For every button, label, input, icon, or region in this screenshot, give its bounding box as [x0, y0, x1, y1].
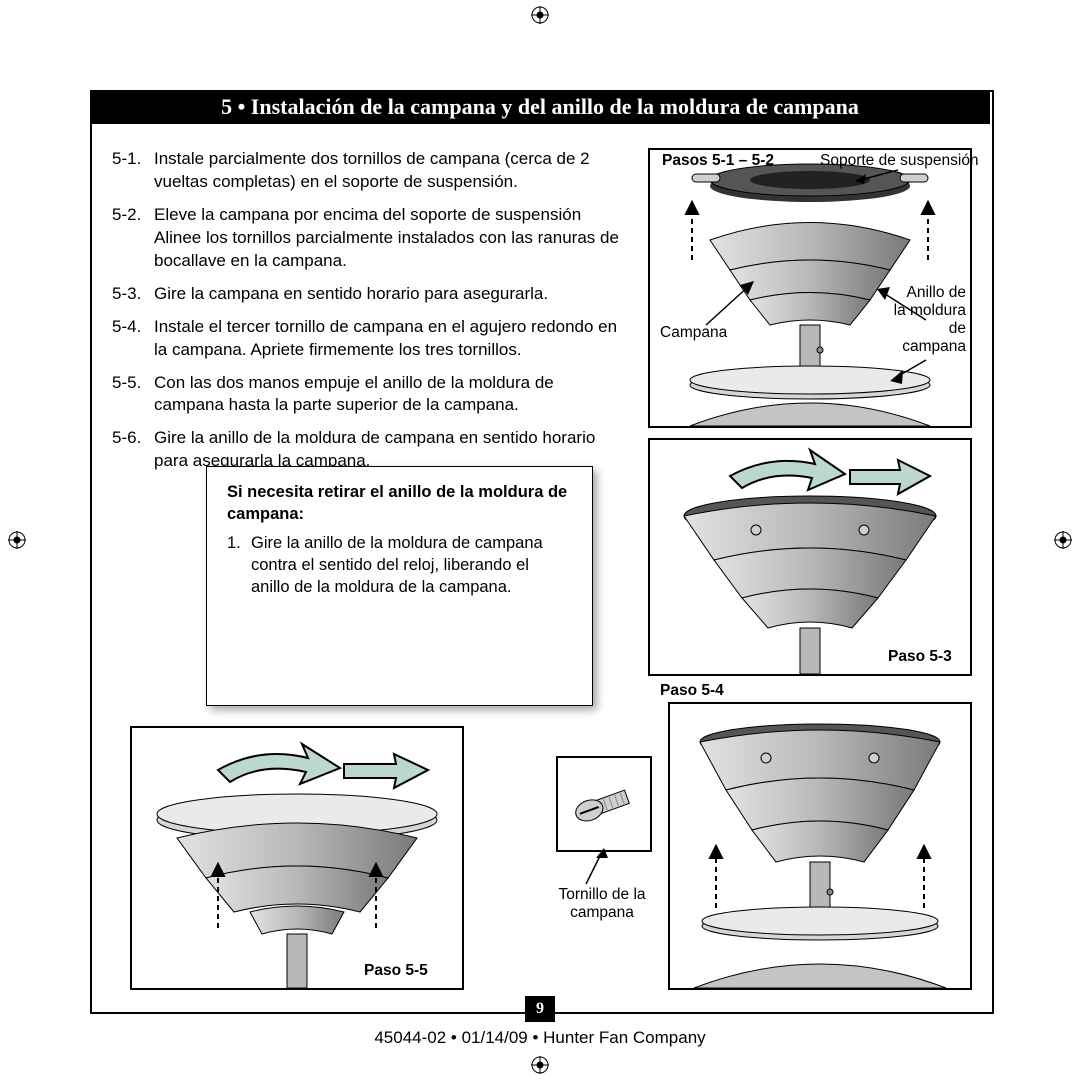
note-heading: Si necesita retirar el anillo de la mold…	[227, 481, 572, 526]
figure-label: Pasos 5-1 – 5-2	[662, 152, 774, 170]
figure-label: la moldura	[892, 302, 966, 320]
registration-mark-icon	[8, 531, 26, 549]
figure-label: Soporte de suspensión	[820, 152, 979, 170]
figure-label: Campana	[660, 324, 727, 342]
registration-mark-icon	[1054, 531, 1072, 549]
figure-5-3	[648, 438, 972, 676]
removal-note-box: Si necesita retirar el anillo de la mold…	[206, 466, 593, 706]
step-item: 5-4.Instale el tercer tornillo de campan…	[112, 316, 627, 362]
note-substep: 1. Gire la anillo de la moldura de campa…	[227, 532, 572, 599]
figure-label: campana	[546, 904, 658, 922]
manual-page: 5 • Instalación de la campana y del anil…	[0, 0, 1080, 1080]
figure-5-4-canopy	[668, 702, 972, 990]
figure-label: Paso 5-3	[888, 648, 952, 666]
figure-label: de campana	[882, 320, 966, 356]
section-title: 5 • Instalación de la campana y del anil…	[90, 90, 990, 124]
step-item: 5-3.Gire la campana en sentido horario p…	[112, 283, 627, 306]
figure-label: Anillo de	[902, 284, 966, 302]
registration-mark-icon	[531, 6, 549, 24]
figure-5-5	[130, 726, 464, 990]
step-item: 5-1.Instale parcialmente dos tornillos d…	[112, 148, 627, 194]
registration-mark-icon	[531, 1056, 549, 1074]
step-item: 5-5.Con las dos manos empuje el anillo d…	[112, 372, 627, 418]
page-footer: 45044-02 • 01/14/09 • Hunter Fan Company	[0, 1028, 1080, 1048]
leader-line-icon	[556, 848, 648, 888]
figure-label: Paso 5-4	[660, 682, 724, 700]
instruction-list: 5-1.Instale parcialmente dos tornillos d…	[112, 148, 627, 483]
page-number: 9	[525, 996, 555, 1022]
step-item: 5-2.Eleve la campana por encima del sopo…	[112, 204, 627, 273]
figure-label: Tornillo de la	[546, 886, 658, 904]
figure-label: Paso 5-5	[364, 962, 428, 980]
figure-5-4-screw	[556, 756, 652, 852]
